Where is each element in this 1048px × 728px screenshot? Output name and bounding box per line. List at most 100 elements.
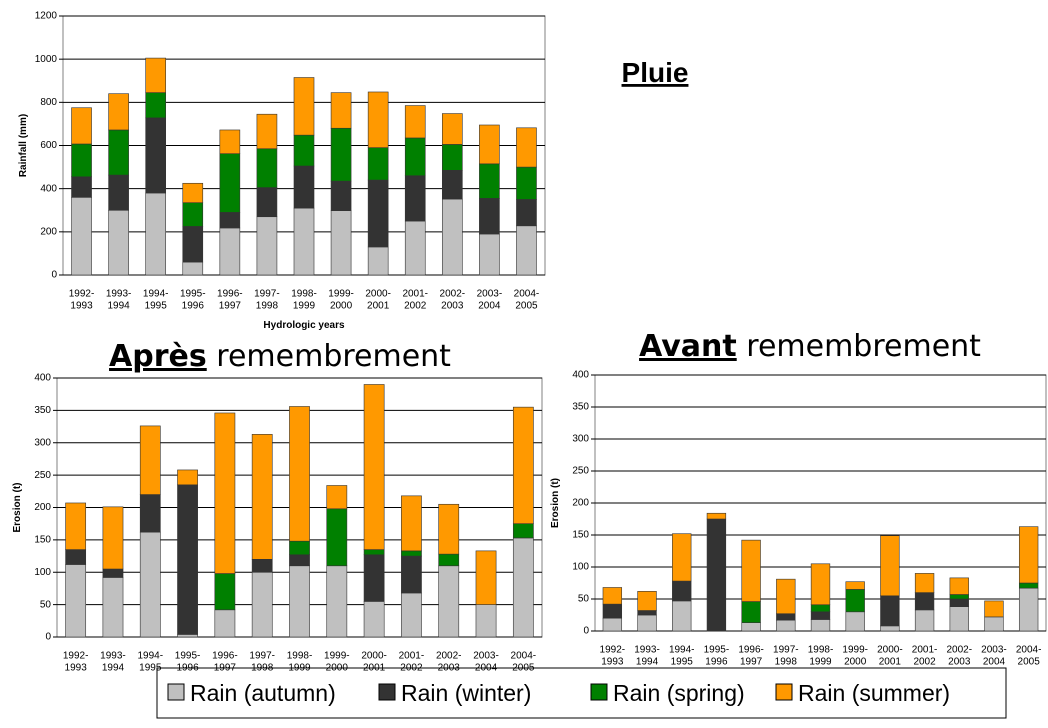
bar-segment <box>102 506 124 570</box>
x-tick-label: 2003- <box>477 289 503 300</box>
legend-swatch <box>775 683 793 701</box>
x-tick-label: 1998 <box>775 657 798 668</box>
bar-segment <box>363 384 385 550</box>
bar-segment <box>810 611 831 620</box>
x-tick-label: 2000- <box>365 289 391 300</box>
bar-segment <box>219 153 241 213</box>
bar-segment <box>293 207 315 276</box>
bar-segment <box>637 610 657 616</box>
y-axis-label: Rainfall (mm) <box>18 114 29 177</box>
x-tick-label: 2003 <box>438 663 461 674</box>
x-tick-label: 1996- <box>738 645 764 656</box>
bar-segment <box>289 565 310 638</box>
bar-segment <box>741 622 761 632</box>
x-tick-label: 1992- <box>69 289 95 300</box>
x-tick-label: 1999- <box>842 645 868 656</box>
bar-segment <box>219 212 241 229</box>
bar-segment <box>949 606 969 632</box>
bar-segment <box>330 180 352 211</box>
x-tick-label: 1995- <box>704 645 730 656</box>
bar-segment <box>326 565 348 638</box>
y-tick-label: 200 <box>34 502 51 513</box>
bar-segment <box>214 609 236 638</box>
x-tick-label: 2003- <box>981 645 1007 656</box>
x-tick-label: 2002- <box>436 651 462 662</box>
x-tick-label: 1995- <box>180 289 206 300</box>
bar-segment <box>404 137 426 177</box>
pluie-heading: Pluie <box>622 57 689 88</box>
x-tick-label: 1994- <box>669 645 695 656</box>
x-tick-label: 1996- <box>217 289 243 300</box>
bar-segment <box>102 568 124 578</box>
bar-segment <box>475 550 497 605</box>
bar-segment <box>914 592 935 611</box>
y-tick-label: 600 <box>40 140 57 151</box>
bar-segment <box>65 564 87 638</box>
bar-segment <box>914 573 935 593</box>
x-tick-label: 1995 <box>145 301 168 312</box>
bar-segment <box>256 113 278 150</box>
bar-segment <box>914 609 935 632</box>
bar-segment <box>479 163 500 199</box>
bar-segment <box>65 502 87 550</box>
x-tick-label: 2002- <box>946 645 972 656</box>
bar-segment <box>256 187 278 218</box>
legend-label: Rain (autumn) <box>190 680 336 706</box>
x-tick-label: 1992- <box>600 645 626 656</box>
y-tick-label: 350 <box>34 405 51 416</box>
bar-segment <box>177 484 198 635</box>
y-tick-label: 150 <box>34 535 51 546</box>
x-tick-label: 2001 <box>879 657 902 668</box>
bar-segment <box>71 143 92 178</box>
legend-label: Rain (winter) <box>401 680 531 706</box>
x-tick-label: 1993 <box>601 657 624 668</box>
y-tick-label: 200 <box>40 226 57 237</box>
y-tick-label: 100 <box>34 567 51 578</box>
bar-segment <box>845 581 865 590</box>
x-tick-label: 1998- <box>808 645 834 656</box>
x-tick-label: 1993- <box>100 651 126 662</box>
bar-segment <box>441 144 463 171</box>
bar-segment <box>102 577 124 638</box>
bar-segment <box>810 604 831 613</box>
bar-segment <box>672 533 692 582</box>
x-tick-label: 2004 <box>475 663 498 674</box>
apres-rest: remembrement <box>216 339 451 374</box>
y-tick-label: 250 <box>34 470 51 481</box>
bar-segment <box>516 127 537 168</box>
x-tick-label: 2002 <box>913 657 936 668</box>
bar-segment <box>145 92 167 119</box>
x-tick-label: 1994- <box>143 289 169 300</box>
x-tick-label: 1996- <box>212 651 238 662</box>
bar-segment <box>177 469 198 486</box>
bar-segment <box>251 434 273 560</box>
bar-segment <box>706 518 727 632</box>
x-tick-label: 2001- <box>402 289 428 300</box>
avant-rest: remembrement <box>746 329 981 364</box>
x-tick-label: 1998- <box>287 651 313 662</box>
bar-segment <box>438 553 460 567</box>
x-tick-label: 1995 <box>671 657 694 668</box>
x-tick-label: 1999 <box>293 301 316 312</box>
x-tick-label: 1994- <box>137 651 163 662</box>
bar-segment <box>367 147 389 181</box>
apres-heading: Après remembrement <box>109 339 451 374</box>
x-tick-label: 2002 <box>400 663 423 674</box>
legend-swatch <box>590 683 608 701</box>
y-tick-label: 50 <box>578 594 590 605</box>
bar-segment <box>512 523 534 539</box>
legend-box <box>156 667 1007 719</box>
bar-segment <box>776 619 796 632</box>
bar-segment <box>330 92 352 129</box>
y-tick-label: 200 <box>572 498 589 509</box>
bar-segment <box>949 598 969 607</box>
y-tick-label: 350 <box>572 402 589 413</box>
x-tick-label: 2005 <box>515 301 538 312</box>
bar-segment <box>706 512 727 520</box>
bar-segment <box>219 129 241 155</box>
y-tick-label: 0 <box>583 626 589 637</box>
bar-segment <box>182 202 204 227</box>
bar-segment <box>516 225 537 276</box>
x-tick-label: 2001 <box>363 663 386 674</box>
